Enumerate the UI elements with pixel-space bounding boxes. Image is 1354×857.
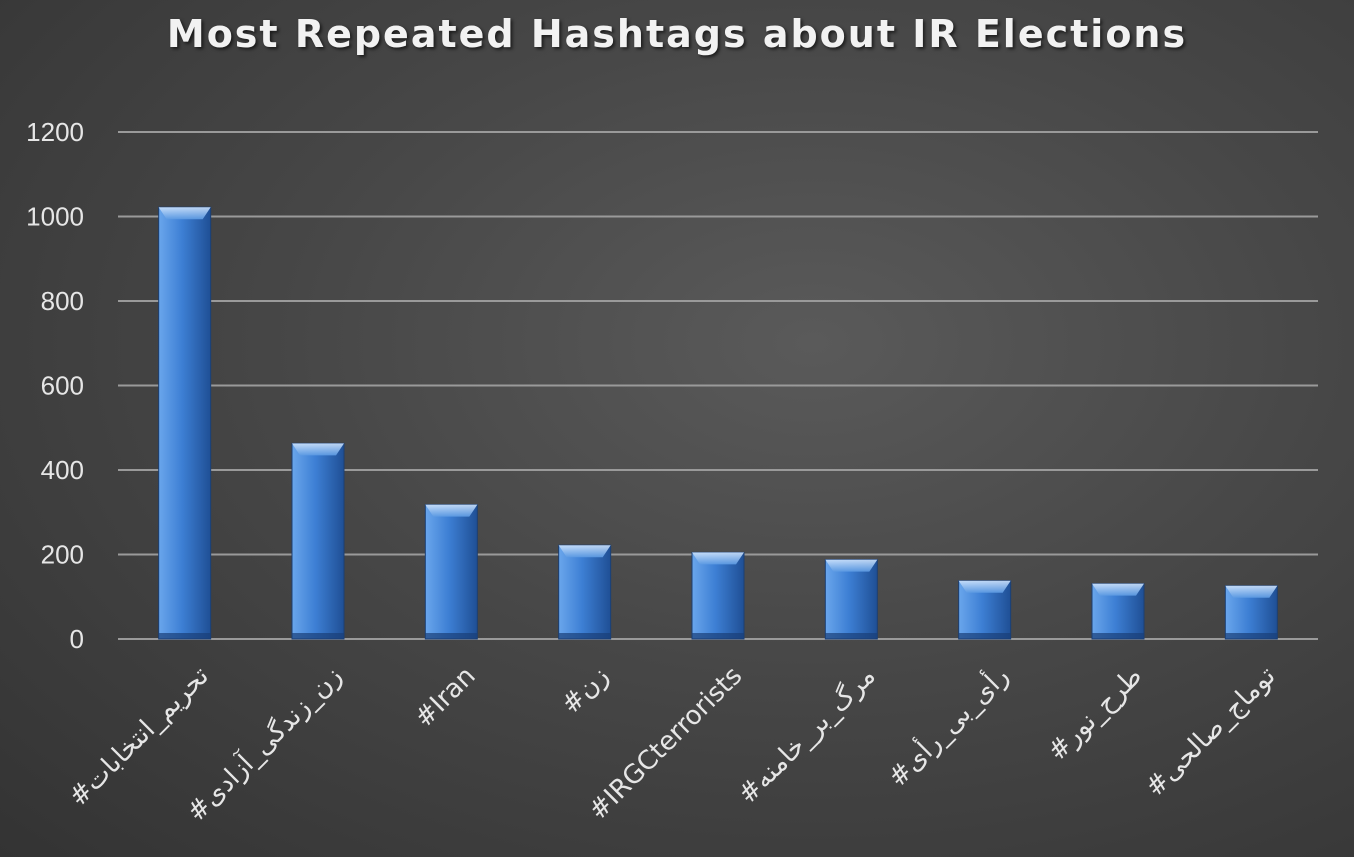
y-tick-label: 200: [41, 540, 84, 570]
bar-group: [291, 442, 345, 640]
bar-group: [424, 504, 478, 640]
x-tick-label: #مرگ_بر_خامنه: [732, 660, 882, 810]
bar-group: [1224, 585, 1278, 640]
bar-group: [958, 580, 1012, 640]
y-tick-label: 600: [41, 371, 84, 401]
bar-group: [824, 559, 878, 640]
bar-base-shade: [292, 633, 344, 639]
chart-title: Most Repeated Hashtags about IR Election…: [166, 12, 1188, 56]
bar-base-shade: [425, 633, 478, 639]
bar: [691, 551, 745, 640]
bar-bevel: [158, 207, 211, 220]
y-tick-label: 1000: [26, 202, 84, 232]
bar-base-shade: [1092, 633, 1144, 639]
bar-bevel: [1092, 583, 1144, 596]
x-tick-label: #توماج_صالحی: [1140, 661, 1282, 803]
bar-bevel: [1225, 585, 1278, 598]
bar-bevel: [558, 545, 611, 558]
bars: [158, 206, 1278, 640]
bar: [291, 442, 345, 640]
bar-base-shade: [825, 633, 878, 639]
bar-bevel: [292, 443, 344, 456]
bar-base-shade: [692, 633, 744, 639]
bar-bevel: [692, 552, 744, 565]
bar-base-shade: [1225, 633, 1278, 639]
y-tick-label: 1200: [26, 117, 84, 147]
bar-group: [158, 206, 212, 640]
bar: [424, 504, 478, 640]
bar-group: [1091, 583, 1145, 640]
bar-bevel: [825, 559, 878, 572]
bar-base-shade: [158, 633, 211, 639]
x-axis-labels: #تحریم_انتخابات#زن_زندگی_آزادی #Iran #زن#I…: [63, 658, 1281, 828]
x-tick-label: #زن: [556, 661, 615, 720]
x-tick-label: #Iran: [409, 661, 482, 734]
x-tick-label: #طرح_نور: [1042, 661, 1148, 767]
bar-base-shade: [558, 633, 611, 639]
y-tick-label: 800: [41, 286, 84, 316]
bar-group: [691, 551, 745, 640]
bar-bevel: [425, 504, 478, 517]
x-tick-label: #رأی_بی_رأی: [880, 658, 1015, 793]
bar: [158, 206, 212, 640]
bar-base-shade: [958, 633, 1011, 639]
bar: [558, 544, 612, 640]
x-tick-label: #تحریم_انتخابات: [63, 661, 215, 813]
y-tick-label: 0: [70, 624, 84, 654]
y-axis-ticks: 0 200 400 600 800 1000 1200: [26, 117, 84, 654]
bar-bevel: [958, 580, 1011, 593]
bar-group: [558, 544, 612, 640]
y-tick-label: 400: [41, 455, 84, 485]
